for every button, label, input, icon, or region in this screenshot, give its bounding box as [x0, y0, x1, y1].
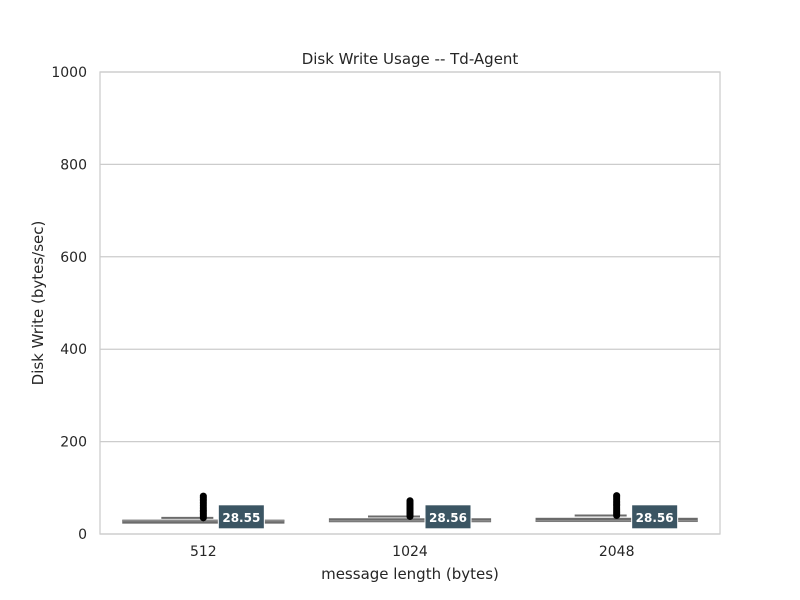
box-1024: 28.56: [328, 497, 492, 530]
y-axis-label: Disk Write (bytes/sec): [29, 221, 47, 386]
median-label: 28.55: [222, 511, 260, 525]
x-tick-labels: 512 1024 2048: [190, 544, 635, 560]
x-tick-label: 512: [190, 544, 217, 560]
y-tick-labels: 0 200 400 600 800 1000: [51, 65, 87, 543]
x-tick-label: 2048: [599, 544, 635, 560]
box-512: 28.55: [122, 492, 285, 530]
median-label-box: [631, 504, 679, 530]
median-label-box: [424, 504, 472, 530]
x-axis-label: message length (bytes): [321, 565, 499, 583]
median-label: 28.56: [429, 511, 467, 525]
outlier-point: [199, 492, 207, 500]
boxes: 28.55 28.56 28.56: [122, 492, 698, 530]
outlier-point: [613, 492, 621, 500]
y-tick-label: 1000: [51, 65, 87, 81]
y-tick-label: 600: [60, 250, 87, 266]
box-2048: 28.56: [535, 492, 698, 530]
y-tick-label: 200: [60, 435, 87, 451]
y-tick-label: 0: [78, 527, 87, 543]
plot-frame: [99, 71, 721, 535]
y-tick-label: 400: [60, 342, 87, 358]
outlier-point: [406, 497, 414, 505]
median-label: 28.56: [636, 511, 674, 525]
y-tick-label: 800: [60, 157, 87, 173]
x-tick-label: 1024: [392, 544, 428, 560]
chart-title: Disk Write Usage -- Td-Agent: [302, 50, 519, 68]
median-label-box: [217, 504, 265, 530]
